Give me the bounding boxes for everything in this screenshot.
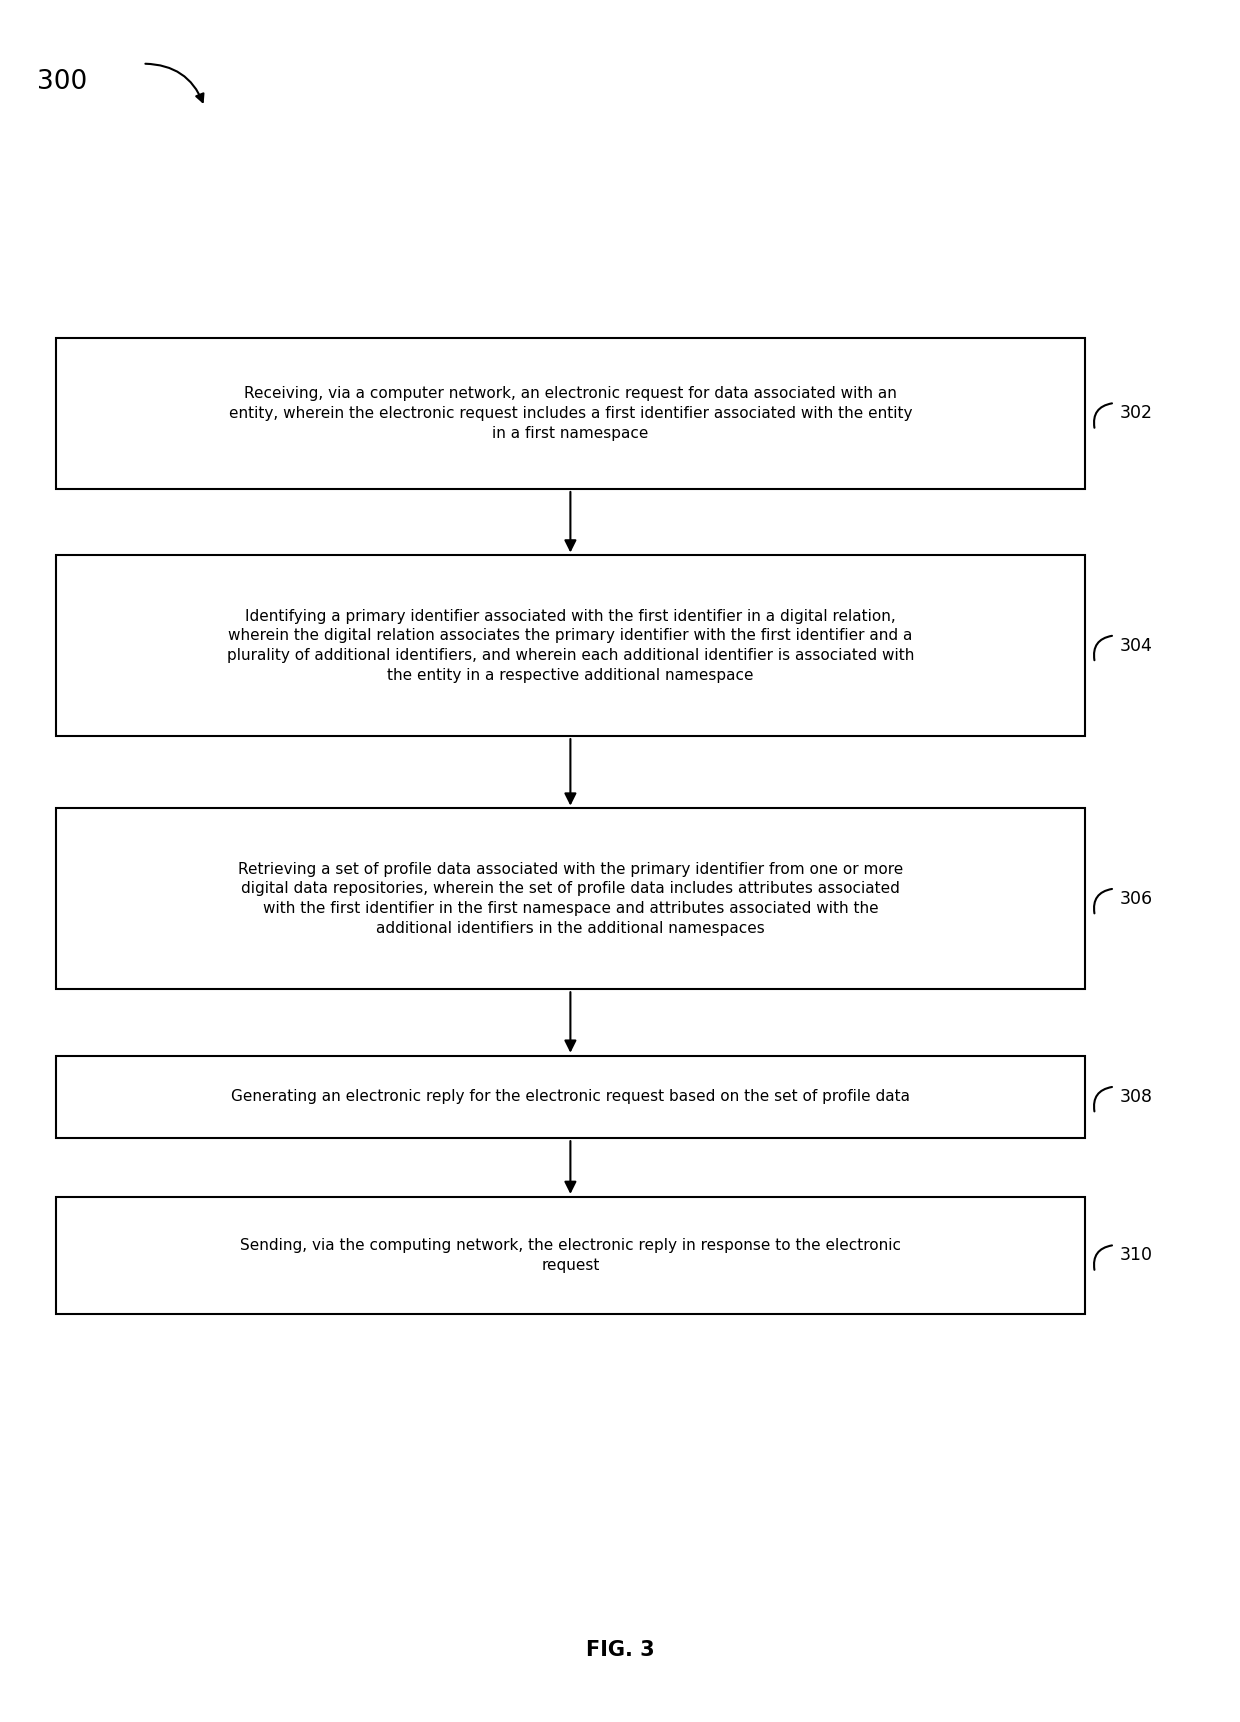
Text: Generating an electronic reply for the electronic request based on the set of pr: Generating an electronic reply for the e… (231, 1090, 910, 1104)
Text: Identifying a primary identifier associated with the first identifier in a digit: Identifying a primary identifier associa… (227, 608, 914, 684)
Bar (56, 1056, 1085, 1138)
Text: Receiving, via a computer network, an electronic request for data associated wit: Receiving, via a computer network, an el… (228, 386, 913, 441)
Text: 302: 302 (1120, 405, 1153, 422)
Bar (56, 809, 1085, 988)
Text: 306: 306 (1120, 890, 1153, 907)
Text: 304: 304 (1120, 637, 1153, 654)
Text: 308: 308 (1120, 1088, 1153, 1106)
Bar (56, 338, 1085, 489)
Bar (56, 1197, 1085, 1314)
Text: Sending, via the computing network, the electronic reply in response to the elec: Sending, via the computing network, the … (239, 1238, 901, 1273)
Bar (56, 554, 1085, 737)
Text: 310: 310 (1120, 1247, 1153, 1264)
Text: FIG. 3: FIG. 3 (585, 1639, 655, 1660)
Text: 300: 300 (37, 69, 88, 95)
Text: Retrieving a set of profile data associated with the primary identifier from one: Retrieving a set of profile data associa… (238, 861, 903, 937)
